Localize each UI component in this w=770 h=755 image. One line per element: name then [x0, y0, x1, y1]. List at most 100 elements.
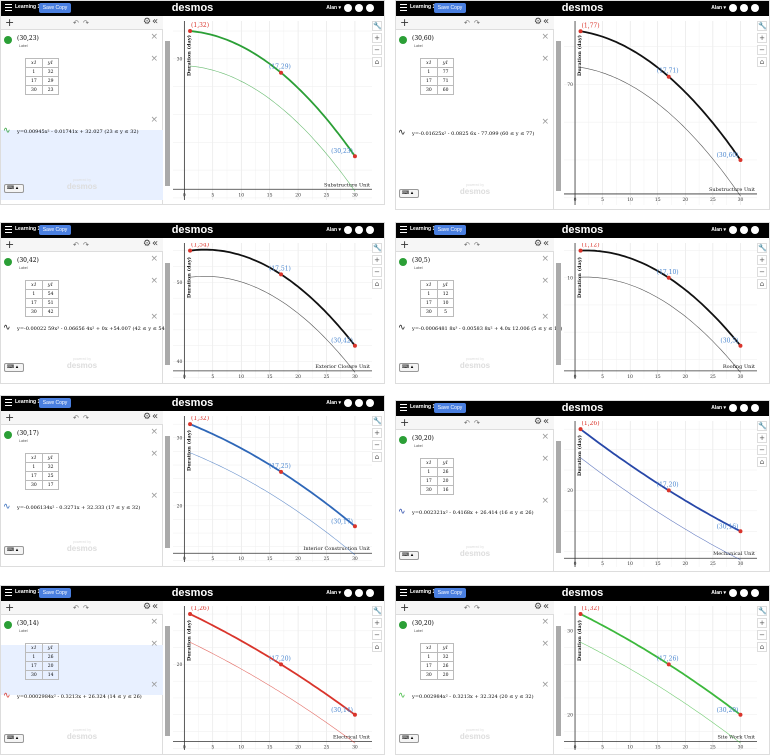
redo-icon[interactable]: ↷: [83, 414, 89, 422]
delete-expression-icon[interactable]: ×: [150, 254, 158, 264]
language-icon[interactable]: [751, 226, 759, 234]
help-icon[interactable]: [740, 4, 748, 12]
table-cell[interactable]: 1: [420, 467, 438, 477]
delete-table-icon[interactable]: ×: [150, 449, 158, 459]
regression-icon[interactable]: ∿: [398, 128, 406, 138]
keyboard-toggle[interactable]: ⌨ ▴: [4, 363, 24, 372]
table-header-y[interactable]: y1: [41, 280, 60, 290]
table-header-x[interactable]: x1: [25, 58, 43, 68]
zoom-out-icon[interactable]: −: [757, 45, 767, 55]
wrench-icon[interactable]: 🔧: [372, 606, 382, 616]
delete-table-icon[interactable]: ×: [150, 276, 158, 286]
point-color-icon[interactable]: [4, 621, 12, 629]
table-cell[interactable]: 23: [41, 85, 60, 95]
language-icon[interactable]: [751, 4, 759, 12]
language-icon[interactable]: [366, 589, 374, 597]
zoom-in-icon[interactable]: +: [757, 255, 767, 265]
collapse-icon[interactable]: «: [152, 411, 159, 422]
help-icon[interactable]: [355, 4, 363, 12]
user-menu[interactable]: Alan ▾: [326, 590, 341, 596]
scrollbar[interactable]: [556, 626, 561, 736]
save-copy-button[interactable]: Save Copy: [434, 225, 466, 235]
regression-expression[interactable]: y=0.002321x² - 0.4168x + 26.414 (16 ≤ y …: [412, 510, 534, 516]
table-cell[interactable]: 26: [436, 661, 455, 671]
save-copy-button[interactable]: Save Copy: [434, 588, 466, 598]
redo-icon[interactable]: ↷: [474, 241, 480, 249]
share-icon[interactable]: [344, 4, 352, 12]
save-copy-button[interactable]: Save Copy: [39, 225, 71, 235]
collapse-icon[interactable]: «: [543, 601, 550, 612]
table-cell[interactable]: 16: [436, 485, 455, 495]
delete-regression-icon[interactable]: ×: [150, 491, 158, 501]
table-cell[interactable]: 1: [25, 462, 43, 472]
scrollbar[interactable]: [165, 436, 170, 548]
redo-icon[interactable]: ↷: [474, 604, 480, 612]
language-icon[interactable]: [366, 4, 374, 12]
user-menu[interactable]: Alan ▾: [711, 227, 726, 233]
table-cell[interactable]: 30: [420, 670, 438, 680]
table-cell[interactable]: 1: [25, 289, 43, 299]
table-cell[interactable]: 30: [25, 307, 43, 317]
zoom-in-icon[interactable]: +: [372, 618, 382, 628]
menu-icon[interactable]: [400, 404, 407, 405]
table-cell[interactable]: 30: [420, 307, 438, 317]
help-icon[interactable]: [355, 399, 363, 407]
regression-icon[interactable]: ∿: [398, 691, 406, 701]
point-expression[interactable]: (30,14): [17, 620, 39, 627]
table-cell[interactable]: 30: [25, 670, 43, 680]
graph-paper[interactable]: 0 5 10 15 20 25 30 20 Duration (day) Mechanical U…: [564, 421, 757, 567]
help-icon[interactable]: [740, 589, 748, 597]
add-expression-icon[interactable]: +: [5, 16, 15, 29]
table-cell[interactable]: 30: [420, 85, 438, 95]
save-copy-button[interactable]: Save Copy: [39, 3, 71, 13]
gear-icon[interactable]: ⚙: [534, 602, 543, 612]
table-cell[interactable]: 32: [436, 652, 455, 662]
menu-icon[interactable]: [5, 4, 12, 5]
keyboard-toggle[interactable]: ⌨ ▴: [399, 551, 419, 560]
collapse-icon[interactable]: «: [152, 238, 159, 249]
save-copy-button[interactable]: Save Copy: [434, 403, 466, 413]
language-icon[interactable]: [751, 404, 759, 412]
point-expression[interactable]: (30,42): [17, 257, 39, 264]
zoom-in-icon[interactable]: +: [757, 618, 767, 628]
collapse-icon[interactable]: «: [543, 416, 550, 427]
delete-regression-icon[interactable]: ×: [150, 680, 158, 690]
table-cell[interactable]: 17: [25, 76, 43, 86]
gear-icon[interactable]: ⚙: [143, 412, 152, 422]
scrollbar[interactable]: [556, 41, 561, 191]
point-expression[interactable]: (30,20): [412, 620, 434, 627]
regression-expression[interactable]: y=-0.006134x² - 0.3271x + 32.333 (17 ≤ y…: [17, 505, 141, 511]
table-header-y[interactable]: y1: [41, 643, 60, 653]
gear-icon[interactable]: ⚙: [534, 17, 543, 27]
delete-table-icon[interactable]: ×: [541, 454, 549, 464]
regression-icon[interactable]: ∿: [3, 126, 11, 136]
table-cell[interactable]: 32: [41, 67, 60, 77]
user-menu[interactable]: Alan ▾: [711, 405, 726, 411]
delete-expression-icon[interactable]: ×: [541, 617, 549, 627]
undo-icon[interactable]: ↶: [73, 604, 79, 612]
regression-icon[interactable]: ∿: [398, 507, 406, 517]
table-cell[interactable]: 1: [420, 289, 438, 299]
point-color-icon[interactable]: [4, 258, 12, 266]
scrollbar[interactable]: [165, 263, 170, 365]
table-header-x[interactable]: x1: [25, 643, 43, 653]
language-icon[interactable]: [751, 589, 759, 597]
undo-icon[interactable]: ↶: [464, 419, 470, 427]
point-expression[interactable]: (30,17): [17, 430, 39, 437]
label-checkbox[interactable]: Label: [19, 629, 28, 633]
graph-paper[interactable]: 0 5 10 15 20 25 30 10 Duration (day) Roofing Unit…: [564, 243, 757, 379]
table-cell[interactable]: 30: [25, 480, 43, 490]
regression-expression[interactable]: y=-0.01625x² - 0.0825 6x - 77.099 (60 ≤ …: [412, 131, 535, 137]
redo-icon[interactable]: ↷: [474, 419, 480, 427]
delete-expression-icon[interactable]: ×: [541, 432, 549, 442]
share-icon[interactable]: [344, 399, 352, 407]
graph-name[interactable]: Learning 1: [15, 4, 41, 10]
scrollbar[interactable]: [556, 263, 561, 365]
label-checkbox[interactable]: Label: [414, 444, 423, 448]
add-expression-icon[interactable]: +: [5, 601, 15, 614]
graph-name[interactable]: Learning 1: [15, 589, 41, 595]
table-cell[interactable]: 32: [41, 462, 60, 472]
add-expression-icon[interactable]: +: [400, 238, 410, 251]
user-menu[interactable]: Alan ▾: [711, 5, 726, 11]
zoom-out-icon[interactable]: −: [372, 630, 382, 640]
